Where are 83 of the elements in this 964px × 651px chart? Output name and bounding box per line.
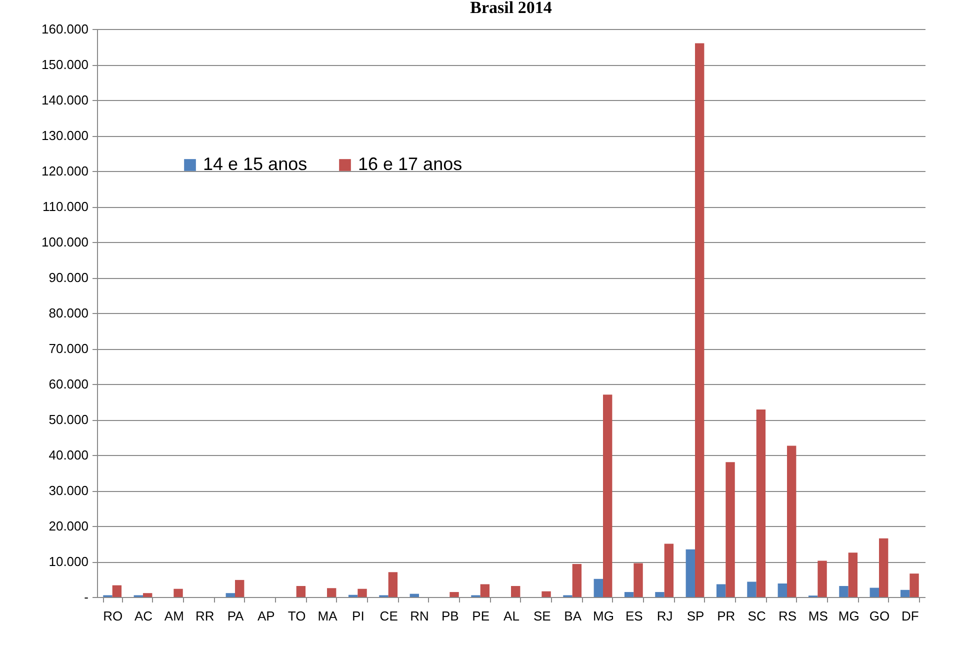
x-tick-label: TO: [288, 608, 306, 624]
chart-title: Brasil 2014: [470, 0, 552, 17]
y-tick-label: 110.000: [42, 199, 88, 214]
y-tick-label: 140.000: [42, 92, 88, 108]
y-tick-label: 30.000: [48, 483, 88, 498]
y-tick-label: 100.000: [42, 234, 88, 250]
bar: [695, 43, 704, 597]
bar: [327, 588, 336, 597]
bar: [594, 578, 603, 597]
bar: [542, 591, 551, 597]
x-tick-label: MS: [808, 608, 828, 624]
y-tick-label: 40.000: [48, 448, 88, 462]
x-tick-label: BA: [564, 608, 582, 624]
bar: [410, 594, 419, 597]
x-tick-label: CE: [380, 608, 398, 624]
y-tick-label: 90.000: [48, 270, 88, 285]
x-tick-label: RS: [778, 608, 797, 624]
x-tick-label: RR: [195, 608, 214, 624]
bar: [112, 585, 122, 597]
x-tick-label: GO: [869, 608, 890, 624]
legend-label: 14 e 15 anos: [203, 154, 308, 174]
bar: [572, 564, 582, 597]
bar: [900, 590, 910, 597]
bar: [756, 410, 766, 597]
x-tick-label: PB: [441, 608, 459, 624]
y-tick-label: 130.000: [42, 128, 88, 143]
bar: [879, 538, 888, 597]
x-tick-label: DF: [901, 608, 919, 624]
bar: [388, 572, 398, 597]
bar: [839, 586, 848, 597]
y-tick-label: 160.000: [42, 22, 88, 36]
y-tick-label: 20.000: [48, 518, 88, 534]
x-tick-label: AP: [257, 608, 275, 624]
bar: [226, 593, 235, 597]
legend-label: 16 e 17 anos: [358, 154, 462, 174]
bar: [848, 552, 858, 597]
bar: [910, 574, 919, 597]
bar: [664, 544, 674, 597]
bar: [603, 394, 612, 597]
bar: [818, 560, 827, 597]
y-tick-label: -: [84, 590, 88, 604]
bar: [296, 586, 306, 597]
bar: [778, 584, 787, 597]
bar: [480, 584, 490, 597]
x-tick-label: MA: [318, 608, 338, 624]
bar: [174, 588, 183, 597]
bar: [511, 586, 520, 597]
x-tick-label: RO: [103, 608, 123, 624]
bar: [870, 588, 879, 597]
bar: [787, 446, 796, 597]
x-tick-label: RJ: [656, 608, 673, 624]
y-tick-label: 80.000: [48, 306, 88, 320]
bar: [634, 563, 643, 597]
x-tick-label: SE: [533, 608, 552, 624]
bar: [624, 592, 634, 597]
bar: [726, 462, 735, 597]
x-tick-label: PA: [227, 608, 244, 624]
bar: [655, 592, 664, 597]
bar: [716, 584, 726, 597]
x-tick-label: SP: [686, 608, 704, 624]
y-tick-label: 120.000: [42, 164, 88, 178]
y-tick-label: 70.000: [48, 341, 88, 356]
x-tick-label: AM: [164, 608, 184, 624]
x-tick-label: RN: [410, 608, 429, 624]
bar: [235, 580, 244, 597]
bar: [143, 593, 152, 597]
x-tick-label: MG: [838, 608, 860, 624]
y-tick-label: 50.000: [48, 412, 88, 427]
x-tick-label: AL: [504, 608, 520, 624]
x-tick-label: PI: [352, 608, 364, 624]
y-tick-label: 10.000: [48, 554, 88, 569]
x-tick-label: AC: [134, 608, 153, 624]
x-tick-label: ES: [625, 608, 644, 624]
x-tick-label: SC: [748, 608, 766, 624]
bar: [747, 582, 756, 597]
bar: [686, 549, 695, 597]
y-tick-label: 60.000: [48, 376, 88, 392]
bar: [358, 588, 367, 597]
bar: [450, 592, 459, 597]
y-tick-label: 150.000: [42, 57, 88, 72]
x-tick-label: MG: [593, 608, 614, 624]
x-tick-label: PE: [472, 608, 490, 624]
x-tick-label: PR: [717, 608, 736, 624]
